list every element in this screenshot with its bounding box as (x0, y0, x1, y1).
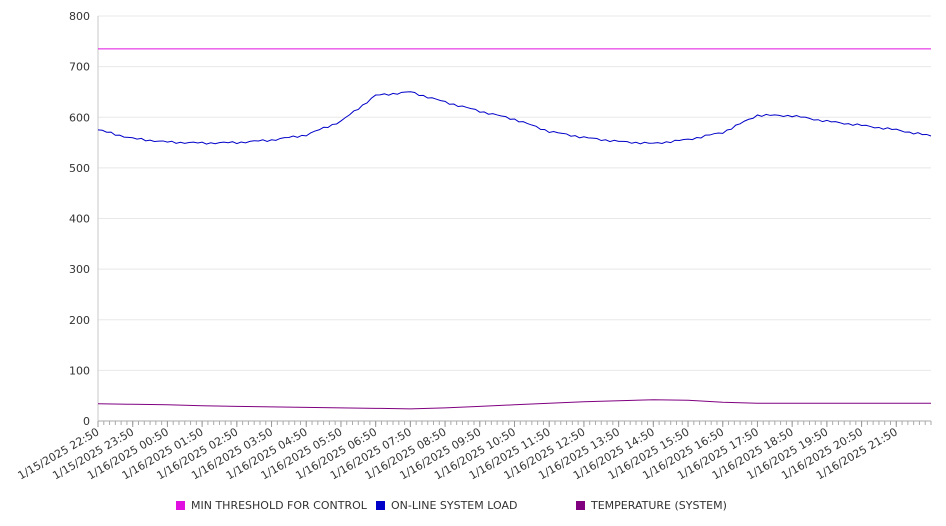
legend-swatch-min-threshold (176, 500, 185, 510)
y-tick-label: 400 (69, 213, 90, 226)
y-tick-label: 100 (69, 364, 90, 377)
gridlines (98, 15, 931, 371)
axes (97, 16, 932, 427)
y-axis-tick-labels: 0 100 200 300 400 500 600 700 800 (69, 10, 90, 428)
legend-swatch-system-load (376, 500, 385, 510)
y-tick-label: 600 (69, 111, 90, 124)
legend-swatch-temperature (576, 500, 585, 510)
y-tick-label: 800 (69, 10, 90, 23)
legend-item-min-threshold: MIN THRESHOLD FOR CONTROL (176, 497, 367, 513)
legend-label-temperature: TEMPERATURE (SYSTEM) (591, 498, 727, 512)
legend-label-system-load: ON-LINE SYSTEM LOAD (391, 498, 518, 512)
y-tick-label: 700 (69, 61, 90, 74)
legend-item-system-load: ON-LINE SYSTEM LOAD (376, 497, 517, 513)
series-line-2 (97, 399, 931, 410)
y-tick-label: 300 (69, 263, 90, 276)
x-axis-tick-labels: 1/15/2025 22:501/15/2025 23:501/16/2025 … (16, 425, 900, 482)
legend-label-min-threshold: MIN THRESHOLD FOR CONTROL (191, 498, 367, 512)
series-line-1 (97, 91, 932, 145)
y-tick-label: 200 (69, 314, 90, 327)
y-tick-label: 0 (83, 415, 90, 428)
y-tick-label: 500 (69, 162, 90, 175)
legend-item-temperature: TEMPERATURE (SYSTEM) (576, 497, 727, 513)
series-lines (97, 48, 932, 410)
legend: MIN THRESHOLD FOR CONTROL ON-LINE SYSTEM… (0, 497, 946, 515)
